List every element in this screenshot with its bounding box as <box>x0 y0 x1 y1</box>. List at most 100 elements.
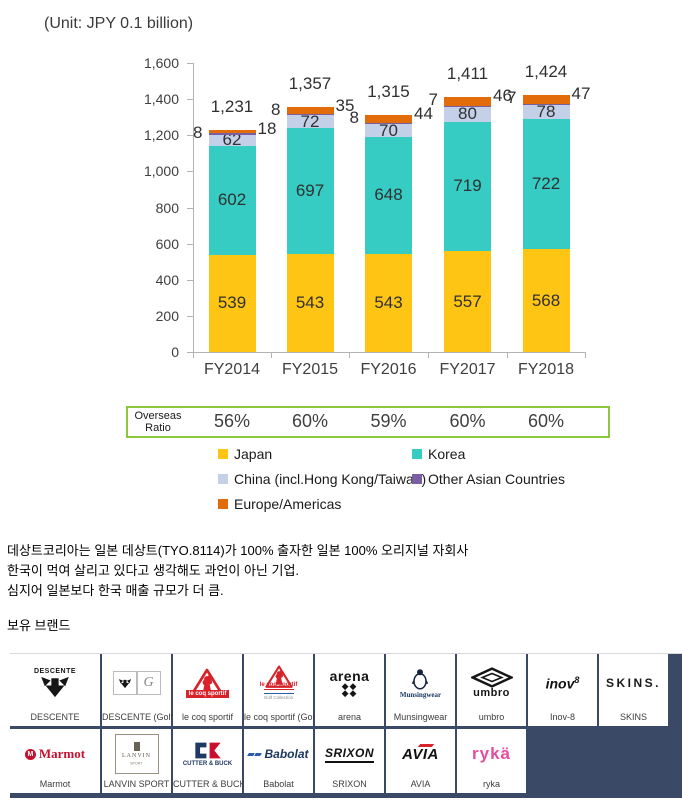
brand-logo-text: ◆◆ <box>341 687 358 698</box>
bar-segment-other <box>522 103 570 105</box>
brand-row-1: DESCENTE DESCENTE G DESCENTE (Golf) le coq s… <box>10 654 682 726</box>
bar-value-label: 543 <box>374 292 403 312</box>
brand-logo-lecoq: le coq sportif <box>185 668 230 698</box>
brand-cell-munsingwear: Munsingwear Munsingwear <box>386 654 455 726</box>
x-category-label: FY2018 <box>517 361 575 378</box>
rooster-icon <box>264 665 293 688</box>
bar-segment-other <box>444 105 491 108</box>
brand-logo-text: Marmot <box>38 746 86 761</box>
brand-logo-arena: arena ◆◆ ◆◆ <box>330 669 370 698</box>
brand-label: ryka <box>482 779 500 789</box>
lanvin-mark-icon <box>133 741 140 751</box>
brand-logo-inov8: inov8 <box>546 675 580 692</box>
legend-swatch-icon <box>218 499 228 509</box>
bar-total-label: 1,424 <box>524 62 568 82</box>
brand-logo-text: rykä <box>472 744 511 763</box>
brand-label: umbro <box>478 712 505 722</box>
brand-logo-text: SRIXON <box>324 746 374 763</box>
bar-value-label: 72 <box>300 111 320 131</box>
bar-other-asian-label: 8 <box>193 123 203 142</box>
legend-label: Other Asian Countries <box>428 471 565 487</box>
bar-value-label: 62 <box>222 130 242 150</box>
brand-label: AVIA <box>410 779 431 789</box>
bar-segment-korea <box>365 136 412 254</box>
brand-cell-ryka: rykä ryka <box>457 729 526 793</box>
brand-logo-text: inov8 <box>545 674 580 692</box>
legend-item-2: Korea <box>412 446 465 462</box>
descente-mark-icon <box>41 676 69 697</box>
brand-label: le coq sportif <box>181 712 234 722</box>
y-tick-label: 0 <box>171 344 179 360</box>
y-tick <box>187 171 193 173</box>
bar-segment-china <box>208 134 256 146</box>
brand-label: CUTTER & BUCK <box>173 779 246 789</box>
brand-grid: DESCENTE DESCENTE G DESCENTE (Golf) le coq s… <box>10 653 682 798</box>
y-tick-label: 1,600 <box>143 55 179 71</box>
overseas-ratio-value: 56% <box>213 411 251 431</box>
unit-label: (Unit: JPY 0.1 billion) <box>44 15 194 32</box>
brand-cell-lecoq: le coq sportif le coq sportif <box>173 654 242 726</box>
bar-segment-japan <box>208 254 256 352</box>
brand-cell-cutterbuck: CUTTER & BUCK CUTTER & BUCK <box>173 729 246 793</box>
x-category-label: FY2017 <box>439 361 496 378</box>
brand-logo-munsingwear: Munsingwear <box>400 668 441 699</box>
brand-label: DESCENTE <box>30 712 80 722</box>
brand-logo-text: Golf Collection <box>263 695 294 701</box>
bar-value-label: 722 <box>531 174 561 194</box>
bar-value-label: 557 <box>453 291 482 311</box>
bar-value-label: 648 <box>374 185 403 205</box>
brand-logo-ryka: rykä <box>472 744 511 764</box>
brand-logo-text: le coq sportif <box>259 682 298 688</box>
bar-segment-china <box>444 107 491 122</box>
bar-europe-americas-label: 35 <box>335 96 355 116</box>
brand-logo-srixon: SRIXON <box>324 746 374 763</box>
brand-label: SRIXON <box>332 779 367 789</box>
marmot-logo-row: M Marmot <box>24 746 86 762</box>
x-category-label: FY2014 <box>203 361 261 378</box>
bar-total-label: 1,357 <box>288 74 332 94</box>
brand-cell-arena: arena ◆◆ ◆◆ arena <box>315 654 384 726</box>
bar-segment-other <box>365 122 412 125</box>
brand-cell-inov8: inov8 Inov-8 <box>528 654 597 726</box>
bar-segment-europe/americas <box>365 114 412 123</box>
bar-value-label: 70 <box>379 120 398 140</box>
bar-other-asian-label: 8 <box>349 107 359 127</box>
legend-label: Japan <box>234 446 273 462</box>
bar-segment-other <box>208 133 256 135</box>
bar-other-asian-label: 7 <box>507 88 517 108</box>
brand-label: arena <box>337 712 362 722</box>
brand-logo-text: AVIA <box>402 745 439 763</box>
x-tick <box>193 352 194 358</box>
overseas-ratio-value: 59% <box>370 411 407 431</box>
legend-swatch-icon <box>218 474 228 484</box>
bar-europe-americas-label: 18 <box>257 119 277 138</box>
y-tick-label: 800 <box>155 199 179 216</box>
legend-item-3: China (incl.Hong Kong/Taiwan) <box>218 471 426 487</box>
penguin-icon <box>412 668 429 689</box>
y-tick-label: 200 <box>155 307 179 324</box>
y-tick <box>187 279 193 281</box>
brand-cell-descente-golf: G DESCENTE (Golf) <box>102 654 176 726</box>
legend-label: Korea <box>428 446 466 462</box>
legend-label: Europe/Americas <box>234 496 342 512</box>
bar-value-label: 568 <box>531 290 561 310</box>
bar-value-label: 719 <box>453 176 482 196</box>
y-tick <box>187 63 193 64</box>
brand-logo-text: Babolat <box>264 747 309 761</box>
x-tick <box>349 352 350 358</box>
brand-logo-text: LANVIN <box>122 752 151 759</box>
cutter-buck-mark-icon <box>194 742 221 759</box>
legend-swatch-icon <box>412 474 422 484</box>
y-axis <box>193 63 194 352</box>
bar-segment-japan <box>522 249 570 352</box>
bar-europe-americas-label: 46 <box>493 86 512 106</box>
bar-segment-other <box>286 113 334 115</box>
brand-cell-marmot: M Marmot Marmot <box>10 729 100 793</box>
chart-legend: Japan Korea China (incl.Hong Kong/Taiwan) O… <box>0 0 682 512</box>
legend-item-4: Other Asian Countries <box>412 471 565 487</box>
bar-segment-china <box>286 115 334 129</box>
bar-segment-europe/americas <box>444 97 491 106</box>
brand-logo-descente-golf: G <box>112 671 161 695</box>
brand-cell-descente: DESCENTE DESCENTE <box>10 654 100 726</box>
brand-logo-text: DESCENTE <box>33 667 77 675</box>
